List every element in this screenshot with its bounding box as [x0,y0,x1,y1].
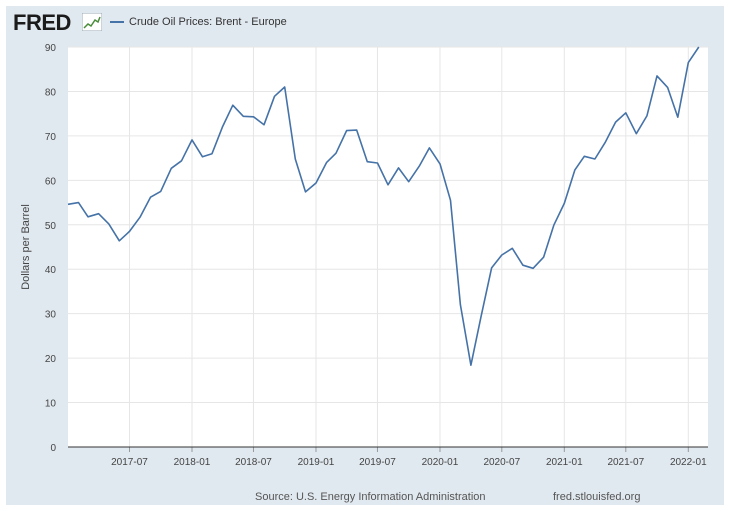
x-tick-label: 2021-07 [607,457,644,468]
x-tick-label: 2018-07 [235,457,272,468]
chart-legend: Crude Oil Prices: Brent - Europe [110,16,287,28]
plot-area [68,47,708,447]
logo-graph-icon [82,13,102,31]
x-tick-label: 2019-07 [359,457,396,468]
x-tick-label: 2020-01 [422,457,459,468]
y-tick-label: 80 [45,87,57,98]
site-url[interactable]: fred.stlouisfed.org [553,491,641,503]
brent-series-line [67,46,700,366]
y-tick-label: 60 [45,176,57,187]
y-tick-label: 70 [45,132,57,143]
fred-logo[interactable]: FRED [13,10,71,35]
x-tick-label: 2018-01 [174,457,211,468]
legend-swatch [110,21,124,23]
y-tick-label: 0 [50,443,56,454]
y-tick-label: 20 [45,354,57,365]
x-tick-label: 2017-07 [111,457,148,468]
y-tick-label: 10 [45,399,57,410]
source-note: Source: U.S. Energy Information Administ… [255,491,486,503]
y-tick-label: 50 [45,221,57,232]
x-tick-label: 2022-01 [670,457,707,468]
x-tick-label: 2021-01 [546,457,583,468]
y-axis-title: Dollars per Barrel [20,204,32,290]
x-tick-label: 2019-01 [298,457,335,468]
y-tick-label: 40 [45,265,57,276]
y-tick-label: 90 [45,43,57,54]
y-tick-label: 30 [45,310,57,321]
x-tick-label: 2020-07 [483,457,520,468]
legend-label: Crude Oil Prices: Brent - Europe [129,16,287,28]
